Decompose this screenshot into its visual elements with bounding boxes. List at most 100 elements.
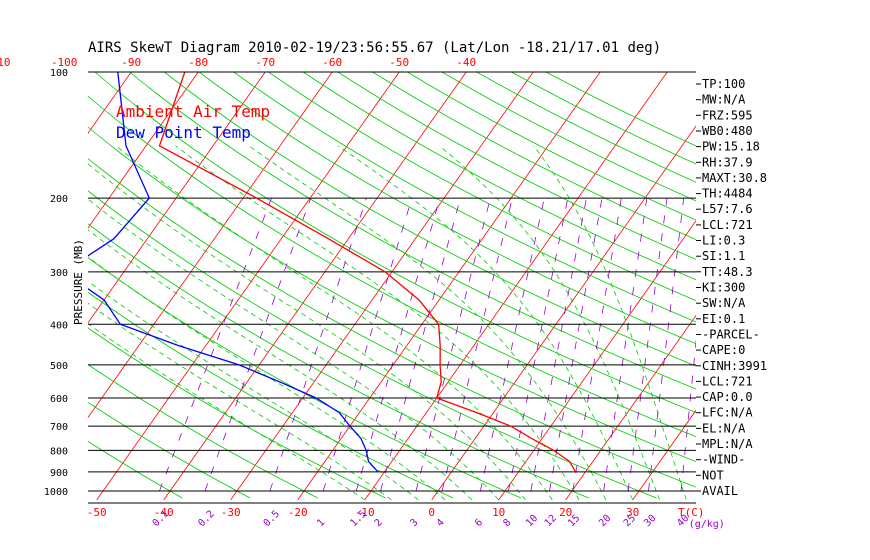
- bottom-temp-tick-label: -10: [355, 506, 375, 519]
- moist-adiabat-lines: [88, 145, 687, 501]
- sidebar-line: L57:7.6: [702, 202, 753, 216]
- legend-ambient-air-temp: Ambient Air Temp: [116, 102, 270, 121]
- mixing-ratio-label: 4: [435, 517, 447, 529]
- mixing-ratio-line: [627, 198, 668, 492]
- chart-title: AIRS SkewT Diagram 2010-02-19/23:56:55.6…: [88, 40, 661, 56]
- mixing-ratio-label: 30: [642, 513, 658, 529]
- isotherm-line: [498, 220, 696, 501]
- dry-adiabat-line: [337, 72, 696, 260]
- mixing-ratio-line: [648, 198, 685, 492]
- isotherm-line: [88, 72, 333, 419]
- sidebar-line: TH:4484: [702, 187, 753, 201]
- dewpoint-profile-line: [88, 72, 379, 473]
- sidebar-line: WB0:480: [702, 124, 753, 138]
- pressure-tick-label: 200: [50, 194, 68, 205]
- mixing-ratio-lines: [159, 197, 696, 492]
- bottom-temp-tick-label: -50: [87, 506, 107, 519]
- dry-adiabat-line: [88, 364, 318, 499]
- dry-adiabat-line: [233, 72, 696, 323]
- dry-adiabat-line: [545, 72, 696, 147]
- dry-adiabat-line: [511, 72, 696, 165]
- sidebar-line: NOT: [702, 468, 724, 482]
- dry-adiabat-line: [88, 190, 657, 499]
- isotherm-line: [163, 72, 467, 501]
- mixing-ratio-unit: (g/kg): [689, 519, 725, 530]
- dry-adiabat-line: [198, 72, 696, 345]
- bottom-temp-unit: T(C): [678, 506, 705, 519]
- dry-adiabat-line: [407, 72, 696, 221]
- dry-adiabat-line: [129, 72, 696, 390]
- pressure-tick-label: 800: [50, 446, 68, 457]
- isotherm-line: [834, 72, 870, 500]
- sidebar-line: SW:N/A: [702, 296, 746, 310]
- sidebar-line: AVAIL: [702, 484, 738, 498]
- sidebar-line: LCL:721: [702, 374, 753, 388]
- sidebar-line: CAPE:0: [702, 343, 745, 357]
- dry-adiabat-line: [88, 158, 696, 488]
- bottom-temp-tick-label: -40: [154, 506, 174, 519]
- profile-series: [88, 72, 577, 473]
- isotherm-line: [0, 72, 64, 500]
- legend: Ambient Air Temp Dew Point Temp: [116, 102, 270, 142]
- y-axis-label: PRESSURE (MB): [72, 239, 85, 325]
- bottom-temp-tick-label: 20: [559, 506, 572, 519]
- mixing-ratio-line: [415, 198, 491, 492]
- mixing-ratio-label: 8: [501, 517, 513, 529]
- dry-adiabat-line: [94, 72, 696, 413]
- isotherm-line: [230, 72, 534, 501]
- moist-adiabat-line: [337, 145, 634, 501]
- pressure-tick-label: 100: [50, 68, 68, 79]
- mixing-ratio-line: [322, 198, 413, 492]
- mixing-ratio-label: 3: [408, 517, 420, 529]
- mixing-ratio-line: [508, 198, 569, 492]
- sidebar-line: CINH:3991: [702, 359, 767, 373]
- top-temp-tick-label: -40: [456, 56, 476, 69]
- mixing-ratio-line: [549, 198, 603, 492]
- pressure-tick-label: 500: [50, 361, 68, 372]
- mixing-ratio-line: [572, 198, 622, 492]
- dry-adiabat-line: [164, 72, 696, 367]
- isotherm-line: [431, 125, 696, 501]
- sidebar-line: CAP:0.0: [702, 390, 753, 404]
- legend-dew-point-temp: Dew Point Temp: [116, 123, 251, 142]
- sidebar-line: -PARCEL-: [702, 328, 760, 342]
- isotherm-line: [565, 314, 696, 501]
- sidebar-line: EL:N/A: [702, 421, 746, 435]
- bottom-temperature-ticks: -50 -40 -30 -20 -10 0 10 20 30 T(C): [87, 506, 705, 519]
- top-temperature-ticks: -120-110-100-90-80-70-60-50-40: [0, 56, 476, 69]
- dry-adiabat-line: [268, 72, 696, 302]
- pressure-tick-label: 1000: [44, 487, 68, 498]
- isotherm-line: [88, 72, 132, 134]
- mixing-ratio-line: [204, 197, 312, 492]
- mixing-ratio-line: [269, 198, 367, 492]
- mixing-ratio-label: 6: [473, 517, 485, 529]
- top-temp-tick-label: -80: [188, 56, 208, 69]
- sidebar-line: MW:N/A: [702, 93, 746, 107]
- top-temp-tick-label: -50: [389, 56, 409, 69]
- sidebar-line: FRZ:595: [702, 108, 753, 122]
- mixing-ratio-label: 0.2: [196, 509, 217, 530]
- dry-adiabat-line: [302, 72, 696, 281]
- temperature-profile-line: [158, 72, 577, 473]
- mixing-ratio-label: 1: [315, 517, 327, 529]
- dry-adiabat-line: [441, 72, 696, 202]
- bottom-temp-tick-label: -30: [221, 506, 241, 519]
- top-temp-tick-label: -110: [0, 56, 10, 69]
- sidebar-line: RH:37.9: [702, 155, 753, 169]
- top-temp-tick-label: -70: [255, 56, 275, 69]
- dry-adiabat-line: [88, 95, 696, 438]
- isotherm-line: [632, 409, 696, 501]
- moist-adiabat-line: [248, 145, 607, 501]
- dry-adiabat-line: [372, 72, 696, 240]
- pressure-tick-label: 300: [50, 268, 68, 279]
- mixing-ratio-line: [479, 198, 545, 492]
- isotherm-line: [297, 72, 601, 501]
- bottom-temp-tick-label: -20: [288, 506, 308, 519]
- mixing-ratio-label: 20: [597, 513, 613, 529]
- top-temp-tick-label: -60: [322, 56, 342, 69]
- top-temp-tick-label: -90: [121, 56, 141, 69]
- mixing-ratio-line: [530, 198, 587, 492]
- mixing-ratio-line: [441, 198, 513, 492]
- pressure-tick-label: 600: [50, 394, 68, 405]
